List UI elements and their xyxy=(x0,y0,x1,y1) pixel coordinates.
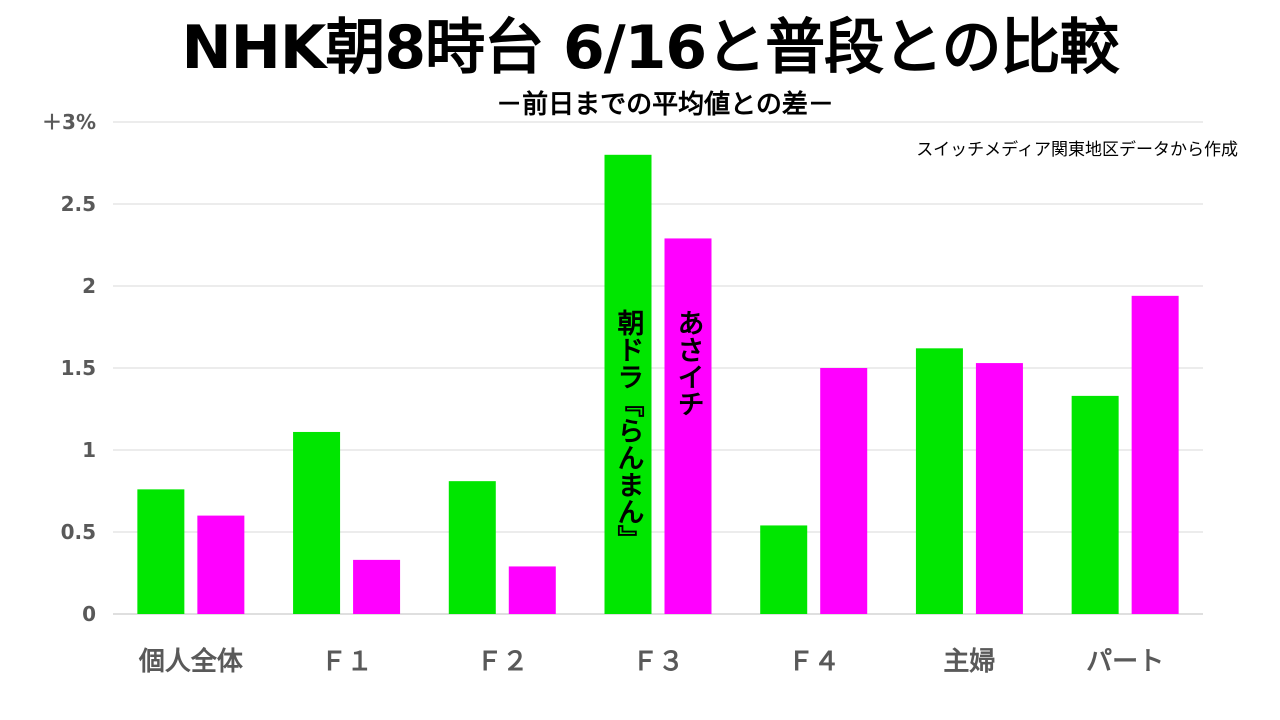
bar-asadora xyxy=(604,154,652,615)
x-category-label: Ｆ１ xyxy=(321,647,373,677)
series-label-asaichi: あさイチ xyxy=(673,309,704,417)
bar-asadora xyxy=(448,481,496,614)
x-category-label: Ｆ４ xyxy=(788,647,840,677)
bar-asadora xyxy=(137,489,185,614)
bar-asaichi xyxy=(664,238,712,614)
y-tick-label: ＋3% xyxy=(42,110,96,134)
chart-title: NHK朝8時台 6/16と普段との比較 xyxy=(181,13,1119,83)
y-tick-label: 0 xyxy=(82,602,96,626)
bar-asaichi xyxy=(508,566,556,614)
bar-asadora xyxy=(915,348,963,614)
bar-asaichi xyxy=(197,515,245,614)
y-tick-label: 1.5 xyxy=(61,356,96,380)
chart-subtitle: －前日までの平均値との差－ xyxy=(496,90,834,120)
y-tick-label: 0.5 xyxy=(61,520,96,544)
x-category-label: パート xyxy=(1086,647,1164,677)
bar-asaichi xyxy=(820,368,868,614)
bar-asaichi xyxy=(1131,295,1179,614)
bar-asadora xyxy=(1071,395,1119,614)
bar-asadora xyxy=(293,431,341,614)
x-category-label: Ｆ３ xyxy=(632,647,684,677)
x-category-label: 個人全体 xyxy=(138,646,244,677)
y-tick-label: 2.5 xyxy=(61,192,96,216)
x-category-label: Ｆ２ xyxy=(476,647,528,677)
source-note: スイッチメディア関東地区データから作成 xyxy=(916,140,1238,160)
y-tick-label: 1 xyxy=(82,438,96,462)
bar-asaichi xyxy=(353,559,401,614)
bar-asaichi xyxy=(975,363,1023,614)
y-tick-label: 2 xyxy=(82,274,96,298)
bar-asadora xyxy=(760,525,808,614)
x-category-label: 主婦 xyxy=(943,647,995,677)
series-label-asadora: 朝ドラ『らんまん』 xyxy=(613,309,645,552)
